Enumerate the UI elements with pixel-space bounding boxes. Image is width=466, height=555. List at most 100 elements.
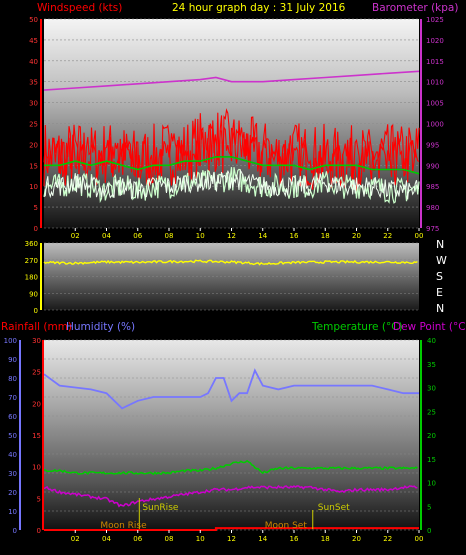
rainfall-tick-label: 20 <box>32 400 41 408</box>
wind-tick-label: 50 <box>29 16 38 24</box>
barometer-tick-label: 1010 <box>426 79 444 87</box>
time-tick-label: 06 <box>133 232 142 240</box>
temperature-tick-label: 25 <box>427 408 436 416</box>
wind-avg-line <box>44 156 420 175</box>
barometer-line <box>43 70 420 91</box>
humidity-axis-label: Humidity (%) <box>66 321 135 333</box>
temperature-tick-label: 35 <box>427 361 436 369</box>
time-tick-label: 10 <box>196 535 205 543</box>
time-tick-label: 12 <box>227 535 236 543</box>
direction-tick-label: 0 <box>34 307 38 315</box>
wind-tick-label: 5 <box>34 204 38 212</box>
humidity-tick-label: 60 <box>8 413 17 421</box>
time-tick-label: 20 <box>352 232 361 240</box>
climate-time-ticks: 02 04 06 08 10 12 14 16 18 20 22 00 <box>71 530 424 543</box>
humidity-tick-label: 10 <box>8 508 17 516</box>
rainfall-tick-label: 5 <box>37 495 41 503</box>
compass-label: S <box>436 270 443 283</box>
barometer-tick-label: 975 <box>426 225 439 233</box>
time-tick-label: 18 <box>321 232 330 240</box>
moonrise-label: Moon Rise <box>100 521 147 531</box>
dew-point-axis-label: Dew Point (°C) <box>393 321 466 333</box>
time-tick-label: 04 <box>102 232 111 240</box>
time-tick-label: 22 <box>383 232 392 240</box>
rainfall-tick-label: 15 <box>32 432 41 440</box>
humidity-tick-label: 30 <box>8 470 17 478</box>
compass-label: N <box>436 238 444 251</box>
barometer-tick-label: 1005 <box>426 100 444 108</box>
direction-series <box>43 259 418 266</box>
wind-tick-label: 0 <box>34 225 38 233</box>
humidity-tick-label: 70 <box>8 394 17 402</box>
time-tick-label: 16 <box>290 535 299 543</box>
rainfall-axis-label: Rainfall (mm) <box>1 321 72 333</box>
temperature-tick-label: 40 <box>427 337 436 345</box>
barometer-tick-label: 1025 <box>426 16 444 24</box>
time-tick-label: 06 <box>133 535 142 543</box>
rainfall-line <box>44 527 419 531</box>
rainfall-tick-label: 25 <box>32 369 41 377</box>
temperature-tick-label: 5 <box>427 503 431 511</box>
wind-tick-label: 45 <box>29 37 38 45</box>
time-tick-label: 20 <box>352 535 361 543</box>
humidity-tick-label: 90 <box>8 356 17 364</box>
climate-series: SunRise SunSet Moon Rise Moon Set <box>43 368 419 531</box>
direction-tick-label: 270 <box>25 257 38 265</box>
moonset-label: Moon Set <box>265 521 308 531</box>
wind-low-line <box>43 169 420 200</box>
dew-point-line <box>43 484 418 508</box>
wind-tick-label: 25 <box>29 121 38 129</box>
rainfall-tick-label: 30 <box>32 337 41 345</box>
time-tick-label: 14 <box>258 232 267 240</box>
rainfall-tick-label: 0 <box>37 527 41 535</box>
barometer-tick-label: 1000 <box>426 121 444 129</box>
temperature-axis-label: Temperature (°C) <box>311 321 403 333</box>
wind-tick-label: 10 <box>29 183 38 191</box>
wind-tick-label: 35 <box>29 79 38 87</box>
barometer-tick-label: 1020 <box>426 37 444 45</box>
compass-label: N <box>436 302 444 315</box>
time-tick-label: 12 <box>227 232 236 240</box>
time-tick-label: 08 <box>165 535 174 543</box>
humidity-tick-label: 80 <box>8 375 17 383</box>
barometer-axis-label: Barometer (kpa) <box>372 2 458 14</box>
rainfall-tick-label: 10 <box>32 464 41 472</box>
time-tick-label: 04 <box>102 535 111 543</box>
climate-axes: 0 10 20 30 40 50 60 70 80 90 100 0 5 10 15 20 25 30 0 5 10 15… <box>4 337 436 535</box>
time-tick-label: 14 <box>258 535 267 543</box>
sunset-label: SunSet <box>318 503 350 513</box>
wind-axis-label: Windspeed (kts) <box>37 2 122 14</box>
chart-title: 24 hour graph day : 31 July 2016 <box>172 2 346 14</box>
direction-grid <box>44 242 419 311</box>
humidity-tick-label: 100 <box>4 337 17 345</box>
wind-tick-label: 30 <box>29 100 38 108</box>
barometer-tick-label: 990 <box>426 162 439 170</box>
wind-axes: 0510152025303540455097598098599099510001… <box>29 16 444 233</box>
wind-series <box>43 70 420 204</box>
time-tick-label: 00 <box>415 535 424 543</box>
humidity-line <box>43 368 419 410</box>
wind-direction-line <box>43 259 418 266</box>
time-tick-label: 02 <box>71 232 80 240</box>
time-tick-label: 02 <box>71 535 80 543</box>
time-tick-label: 16 <box>290 232 299 240</box>
direction-tick-label: 90 <box>29 290 38 298</box>
temperature-line <box>43 459 418 476</box>
barometer-tick-label: 980 <box>426 204 439 212</box>
temperature-tick-label: 10 <box>427 480 436 488</box>
time-tick-label: 10 <box>196 232 205 240</box>
time-tick-label: 22 <box>383 535 392 543</box>
time-tick-label: 00 <box>415 232 424 240</box>
direction-tick-label: 360 <box>25 240 38 248</box>
wind-speed-line <box>43 120 420 181</box>
barometer-tick-label: 995 <box>426 141 439 149</box>
humidity-tick-label: 50 <box>8 432 17 440</box>
wind-low-line <box>43 167 420 204</box>
wind-tick-label: 20 <box>29 141 38 149</box>
wind-tick-label: 40 <box>29 58 38 66</box>
humidity-tick-label: 40 <box>8 451 17 459</box>
temperature-tick-label: 30 <box>427 385 436 393</box>
time-tick-label: 08 <box>165 232 174 240</box>
direction-tick-label: 180 <box>25 274 38 282</box>
